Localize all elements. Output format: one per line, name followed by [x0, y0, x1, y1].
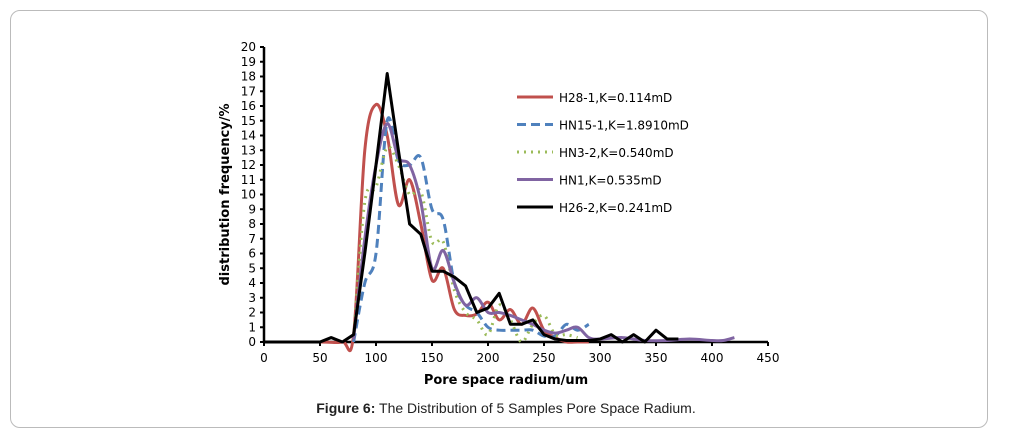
y-tick-label: 13 — [241, 143, 256, 157]
y-tick-label: 18 — [241, 70, 256, 84]
y-tick-label: 0 — [248, 335, 256, 349]
y-tick-label: 12 — [241, 158, 256, 172]
series-line-0 — [263, 102, 589, 353]
y-tick-label: 8 — [248, 217, 256, 231]
x-tick-label: 250 — [533, 351, 556, 365]
legend-label-4: H26-2,K=0.241mD — [559, 201, 672, 215]
series-line-3 — [352, 122, 735, 343]
x-tick-label: 450 — [757, 351, 780, 365]
y-tick-label: 17 — [241, 84, 256, 98]
legend-label-0: H28-1,K=0.114mD — [559, 91, 672, 105]
x-tick-label: 400 — [701, 351, 724, 365]
y-tick-label: 2 — [248, 306, 256, 320]
x-tick-label: 350 — [645, 351, 668, 365]
x-tick-label: 0 — [260, 351, 268, 365]
y-tick-label: 15 — [241, 114, 256, 128]
x-tick-label: 100 — [365, 351, 388, 365]
legend-label-1: HN15-1,K=1.8910mD — [559, 119, 689, 133]
legend-label-3: HN1,K=0.535mD — [559, 174, 662, 188]
y-axis-title: distribution frequency/% — [218, 104, 233, 286]
x-axis-title: Pore space radium/um — [424, 373, 588, 388]
y-tick-label: 20 — [241, 40, 256, 54]
caption-text: The Distribution of 5 Samples Pore Space… — [375, 400, 696, 416]
figure-caption: Figure 6: The Distribution of 5 Samples … — [0, 400, 1012, 416]
series-line-2 — [352, 145, 579, 344]
x-tick-label: 200 — [477, 351, 500, 365]
y-tick-label: 3 — [248, 291, 256, 305]
x-tick-label: 300 — [589, 351, 612, 365]
x-tick-label: 50 — [312, 351, 327, 365]
y-tick-label: 16 — [241, 99, 256, 113]
y-tick-label: 19 — [241, 55, 256, 69]
legend-label-2: HN3-2,K=0.540mD — [559, 146, 674, 160]
y-tick-label: 14 — [241, 129, 256, 143]
y-tick-label: 7 — [248, 232, 256, 246]
y-tick-label: 4 — [248, 276, 256, 290]
y-tick-label: 1 — [248, 320, 256, 334]
y-tick-label: 11 — [241, 173, 256, 187]
y-tick-label: 5 — [248, 261, 256, 275]
x-tick-label: 150 — [421, 351, 444, 365]
caption-label: Figure 6: — [316, 400, 376, 416]
y-tick-label: 6 — [248, 247, 256, 261]
series-line-4 — [264, 72, 679, 344]
y-tick-label: 10 — [241, 188, 256, 202]
y-tick-label: 9 — [248, 202, 256, 216]
